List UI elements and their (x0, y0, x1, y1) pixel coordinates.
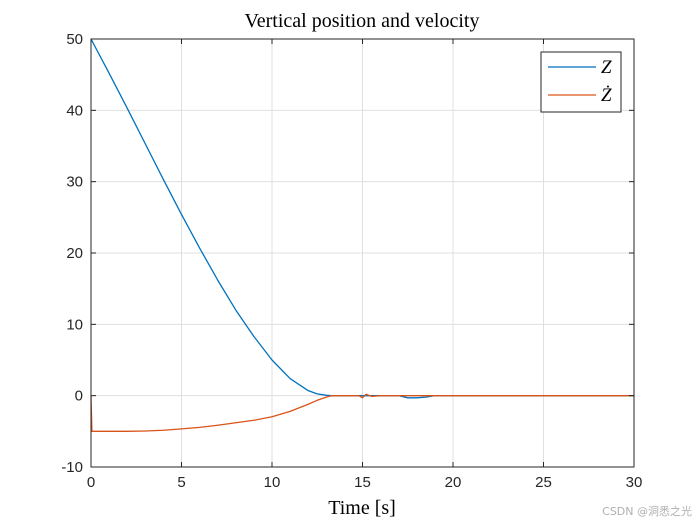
y-tick-label: -10 (61, 459, 83, 476)
y-tick-label: 0 (75, 388, 83, 405)
y-tick-label: 20 (66, 245, 83, 262)
y-tick-label: 40 (66, 102, 83, 119)
x-tick-label: 20 (445, 474, 462, 491)
y-tick-label: 30 (66, 174, 83, 191)
legend-label-z: Z (601, 57, 612, 78)
x-tick-label: 0 (87, 474, 95, 491)
series-line-zdot (90, 393, 634, 432)
y-tick-label: 50 (66, 31, 83, 48)
series-line-z (90, 38, 634, 399)
legend: Z Ż (540, 51, 622, 113)
y-tick-label: 10 (66, 316, 83, 333)
y-tick-labels: -10 0 10 20 30 40 50 (61, 31, 83, 476)
legend-box (540, 51, 622, 113)
series-layer (90, 38, 634, 432)
x-tick-label: 5 (177, 474, 185, 491)
x-tick-label: 10 (264, 474, 281, 491)
x-tick-label: 25 (535, 474, 552, 491)
x-tick-label: 30 (626, 474, 643, 491)
chart-title: Vertical position and velocity (245, 10, 480, 32)
x-axis-label: Time [s] (328, 497, 396, 519)
watermark: CSDN @洞悉之光 (602, 504, 692, 518)
legend-label-zdot: Ż (601, 85, 612, 106)
tick-marks (90, 38, 635, 468)
x-tick-labels: 0 5 10 15 20 25 30 (87, 474, 643, 491)
x-tick-label: 15 (354, 474, 371, 491)
